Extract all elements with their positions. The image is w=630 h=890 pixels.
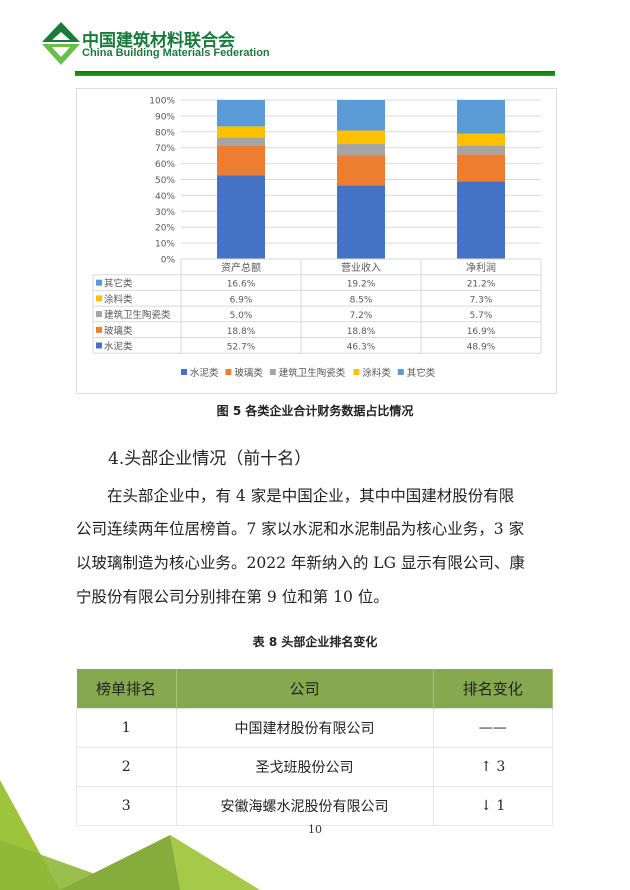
ranking-table: 榜单排名 公司 排名变化 1 中国建材股份有限公司 —— 2 圣戈班股份公司 ↑ 3 3… <box>76 669 553 826</box>
chart-frame <box>76 88 557 394</box>
legend-swatch-icon <box>269 369 276 375</box>
bar-segment <box>457 154 505 182</box>
data-label: 16.9% <box>467 327 496 337</box>
bar-segment <box>457 181 505 259</box>
legend-label: 水泥类 <box>190 367 219 379</box>
header-change: 排名变化 <box>433 669 553 709</box>
table-series-label: 建筑卫生陶瓷类 <box>104 309 171 321</box>
rank-cell: 2 <box>76 747 177 787</box>
legend-key-icon <box>96 326 102 333</box>
data-label: 19.2% <box>347 280 376 290</box>
legend-swatch-icon <box>353 369 360 375</box>
stacked-bar-chart: 0% 10% 20% 30% 40% 50% 60% 70% 80% 90% 100% 资产总额 营业收… <box>92 97 542 379</box>
y-tick-label: 0% <box>161 256 176 266</box>
bar-segment <box>337 144 385 156</box>
legend-label: 其它类 <box>407 367 436 379</box>
x-category-label: 资产总额 <box>221 261 261 274</box>
y-tick-label: 100% <box>149 97 175 107</box>
legend-key-icon <box>96 295 102 302</box>
bar-segment <box>337 130 385 145</box>
data-label: 5.0% <box>230 311 253 321</box>
table-row: 1 中国建材股份有限公司 —— <box>76 708 553 748</box>
y-tick-label: 80% <box>155 128 175 138</box>
change-cell: ↓ 1 <box>432 786 553 826</box>
data-label: 46.3% <box>347 343 376 353</box>
data-label: 6.9% <box>230 295 253 305</box>
x-category-label: 净利润 <box>466 261 496 274</box>
paragraph-line: 在头部企业中，有 4 家是中国企业，其中中国建材股份有限 <box>76 487 515 505</box>
section-heading: 4.头部企业情况（前十名） <box>108 449 312 469</box>
data-label: 21.2% <box>467 280 496 290</box>
bar-segment <box>337 185 385 259</box>
table-series-label: 玻璃类 <box>104 325 133 337</box>
data-label: 18.8% <box>347 327 376 337</box>
bar-segment <box>217 126 265 138</box>
y-tick-label: 50% <box>155 176 175 186</box>
x-category-label: 营业收入 <box>341 261 381 274</box>
company-cell: 安徽海螺水泥股份有限公司 <box>175 786 434 826</box>
legend-key-icon <box>96 311 102 318</box>
legend-swatch-icon <box>181 369 187 375</box>
data-label: 7.2% <box>350 311 373 321</box>
company-cell: 圣戈班股份公司 <box>175 747 434 787</box>
legend-key-icon <box>96 279 102 286</box>
legend-label: 玻璃类 <box>234 367 263 379</box>
y-tick-label: 10% <box>155 240 175 250</box>
bar-segment <box>217 100 265 127</box>
legend-swatch-icon <box>225 369 232 375</box>
data-label: 48.9% <box>467 343 496 353</box>
y-tick-label: 20% <box>155 224 175 234</box>
table-header-row: 榜单排名 公司 排名变化 <box>76 669 553 709</box>
change-cell: ↑ 3 <box>432 747 553 787</box>
bar-segment <box>217 145 265 176</box>
header-rule <box>75 71 555 76</box>
bar-segment <box>217 137 265 146</box>
bar-segment <box>457 145 505 155</box>
data-label: 18.8% <box>227 327 256 337</box>
bar-segment <box>337 100 385 131</box>
table-row: 3 安徽海螺水泥股份有限公司 ↓ 1 <box>76 786 553 826</box>
legend-label: 涂料类 <box>362 367 391 379</box>
legend-swatch-icon <box>397 369 404 375</box>
y-tick-label: 40% <box>155 192 175 202</box>
data-label: 16.6% <box>227 280 256 290</box>
table-caption: 表 8 头部企业排名变化 <box>252 635 378 649</box>
y-tick-label: 90% <box>155 112 175 122</box>
bar-segment <box>337 155 385 186</box>
y-tick-label: 60% <box>155 160 175 170</box>
org-name-en: China Building Materials Federation <box>82 47 270 59</box>
table-series-label: 其它类 <box>104 278 133 290</box>
figure-caption: 图 5 各类企业合计财务数据占比情况 <box>216 404 414 418</box>
company-cell: 中国建材股份有限公司 <box>175 708 434 748</box>
legend-label: 建筑卫生陶瓷类 <box>279 367 346 379</box>
rank-cell: 3 <box>76 786 177 826</box>
table-series-label: 涂料类 <box>104 293 133 305</box>
bar-segment <box>457 100 505 134</box>
data-label: 8.5% <box>350 295 373 305</box>
org-name-cn: 中国建筑材料联合会 <box>82 31 235 51</box>
change-cell: —— <box>432 708 553 748</box>
table-row: 2 圣戈班股份公司 ↑ 3 <box>76 747 553 787</box>
cbmf-logo-icon <box>42 22 80 65</box>
table-series-label: 水泥类 <box>104 341 133 353</box>
paragraph-line: 以玻璃制造为核心业务。2022 年新纳入的 LG 显示有限公司、康 <box>76 554 525 572</box>
header-company: 公司 <box>176 669 434 709</box>
y-tick-label: 30% <box>155 208 175 218</box>
paragraph-line: 宁股份有限公司分别排在第 9 位和第 10 位。 <box>76 588 389 606</box>
bar-segment <box>217 175 265 259</box>
header-rank: 榜单排名 <box>76 669 177 709</box>
rank-cell: 1 <box>76 708 177 748</box>
decorative-green-triangles <box>0 780 260 890</box>
data-label: 52.7% <box>227 343 256 353</box>
y-tick-label: 70% <box>155 144 175 154</box>
data-label: 7.3% <box>470 295 493 305</box>
legend-key-icon <box>96 342 102 349</box>
page-number: 10 <box>308 823 322 836</box>
paragraph-line: 公司连续两年位居榜首。7 家以水泥和水泥制品为核心业务，3 家 <box>76 520 525 538</box>
bar-segment <box>457 133 505 146</box>
data-label: 5.7% <box>470 311 493 321</box>
